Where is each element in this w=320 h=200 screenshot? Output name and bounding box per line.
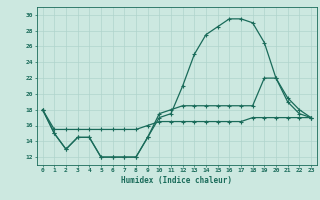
X-axis label: Humidex (Indice chaleur): Humidex (Indice chaleur) [121, 176, 232, 185]
